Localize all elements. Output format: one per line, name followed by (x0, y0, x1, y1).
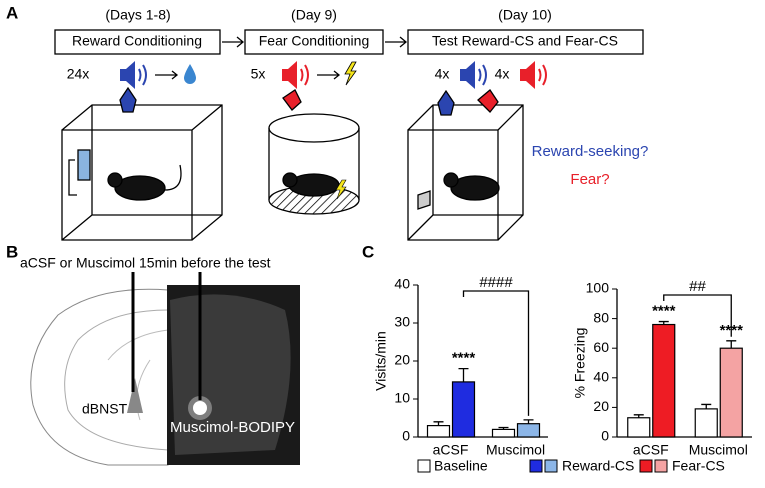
legend-swatch (639, 459, 653, 473)
image-label: Muscimol-BODIPY (170, 419, 295, 436)
cages (61, 86, 524, 241)
bar (516, 423, 541, 438)
y-tick-label: 0 (402, 428, 410, 444)
step-box (244, 29, 384, 55)
error-bar (433, 421, 444, 426)
y-tick-label: 0 (601, 428, 609, 444)
legend-swatch (417, 459, 431, 473)
bar (652, 323, 676, 438)
step-title: Reward Conditioning (72, 33, 202, 49)
significance: **** (652, 303, 676, 320)
legend-label: Fear-CS (672, 458, 725, 474)
legend-label: Baseline (434, 458, 488, 474)
count: 4x (435, 66, 450, 82)
step-title: Fear Conditioning (259, 33, 370, 49)
question: Reward-seeking? (532, 143, 649, 160)
legend-swatch (529, 459, 543, 473)
day-label: (Day 9) (291, 7, 337, 23)
brain-diagram (30, 272, 300, 466)
y-tick-label: 30 (394, 314, 410, 330)
x-tick-label: Muscimol (689, 442, 748, 458)
y-tick-label: 40 (593, 369, 609, 385)
step-box (54, 29, 221, 55)
bar (491, 428, 516, 438)
panel-label: C (362, 242, 374, 261)
y-tick-label: 20 (593, 398, 609, 414)
panel-label: A (6, 3, 18, 22)
question: Fear? (570, 171, 609, 188)
y-tick-label: 10 (394, 390, 410, 406)
comparison-bracket (462, 290, 530, 416)
y-tick-label: 40 (394, 276, 410, 292)
y-tick-label: 20 (394, 352, 410, 368)
day-label: (Days 1-8) (105, 7, 170, 23)
x-tick-label: Muscimol (486, 442, 545, 458)
step-box (407, 29, 644, 55)
count: 4x (495, 66, 510, 82)
error-bar (523, 419, 534, 424)
error-bar (726, 340, 737, 349)
caption: aCSF or Muscimol 15min before the test (20, 255, 271, 271)
count: 24x (67, 66, 90, 82)
legend-swatch (654, 459, 668, 473)
error-bar (498, 426, 509, 430)
step-title: Test Reward-CS and Fear-CS (432, 33, 618, 49)
bar (627, 417, 651, 438)
region-label: dBNST (82, 401, 128, 417)
day-label: (Day 10) (498, 7, 552, 23)
y-tick-label: 100 (586, 280, 610, 296)
significance: **** (452, 350, 476, 367)
error-bar (658, 320, 669, 325)
y-tick-label: 60 (593, 339, 609, 355)
error-bar (633, 414, 644, 418)
legend-swatch (544, 459, 558, 473)
bar (719, 347, 743, 438)
bar (694, 408, 718, 438)
arrow (222, 36, 408, 48)
bar (426, 425, 451, 438)
y-axis-label: % Freezing (572, 328, 588, 399)
error-bar (458, 367, 469, 382)
count: 5x (251, 66, 266, 82)
y-axis-label: Visits/min (373, 331, 389, 391)
y-tick-label: 80 (593, 309, 609, 325)
x-tick-label: aCSF (433, 442, 469, 458)
comparison: #### (479, 274, 513, 291)
error-bar (701, 403, 712, 409)
legend-label: Reward-CS (562, 458, 634, 474)
speaker-icons (120, 61, 547, 89)
comparison-bracket (663, 294, 732, 337)
panel-label: B (6, 242, 18, 261)
x-tick-label: aCSF (633, 442, 669, 458)
bar (451, 381, 476, 438)
comparison: ## (689, 278, 706, 295)
